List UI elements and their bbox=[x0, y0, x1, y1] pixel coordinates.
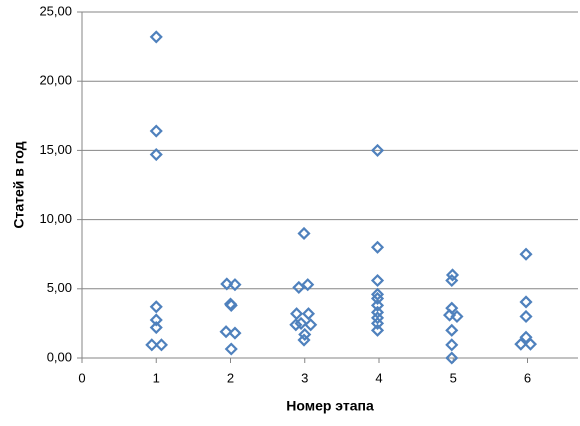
point bbox=[523, 337, 538, 351]
point bbox=[149, 124, 163, 138]
point bbox=[370, 298, 385, 312]
y-tick-label: 0,00 bbox=[47, 349, 72, 364]
y-tick-label: 15,00 bbox=[39, 142, 72, 157]
x-tick-label: 4 bbox=[375, 370, 382, 385]
point bbox=[219, 325, 233, 339]
point bbox=[370, 143, 385, 157]
point bbox=[370, 323, 385, 337]
point bbox=[228, 278, 242, 292]
point bbox=[442, 308, 457, 322]
point bbox=[149, 300, 163, 314]
x-tick-label: 1 bbox=[153, 370, 160, 385]
point bbox=[445, 323, 459, 337]
point bbox=[297, 333, 311, 347]
point bbox=[370, 316, 385, 330]
point bbox=[445, 268, 460, 282]
point bbox=[370, 273, 385, 288]
y-tick-label: 20,00 bbox=[39, 73, 72, 88]
point bbox=[519, 309, 533, 324]
point bbox=[519, 247, 533, 261]
point bbox=[220, 277, 234, 291]
point bbox=[154, 338, 169, 352]
point bbox=[519, 295, 533, 309]
point bbox=[290, 307, 304, 321]
point bbox=[370, 240, 385, 254]
point bbox=[297, 226, 311, 240]
x-tick-label: 3 bbox=[301, 370, 308, 385]
point bbox=[294, 316, 308, 330]
point bbox=[301, 307, 316, 321]
point bbox=[445, 351, 459, 365]
point bbox=[445, 273, 459, 288]
y-axis-label: Статей в год bbox=[11, 141, 27, 228]
point bbox=[292, 280, 306, 294]
point bbox=[304, 318, 318, 332]
point bbox=[514, 337, 528, 351]
point bbox=[301, 278, 315, 292]
point bbox=[145, 338, 159, 352]
x-tick-label: 0 bbox=[78, 370, 85, 385]
x-tick-label: 5 bbox=[450, 370, 457, 385]
x-tick-label: 2 bbox=[227, 370, 234, 385]
y-tick-label: 25,00 bbox=[39, 3, 72, 18]
x-tick-label: 6 bbox=[524, 370, 531, 385]
point bbox=[224, 342, 238, 356]
point bbox=[289, 318, 303, 332]
y-tick-label: 10,00 bbox=[39, 211, 72, 226]
point bbox=[445, 338, 459, 352]
y-tick-label: 5,00 bbox=[47, 280, 72, 295]
point bbox=[149, 30, 163, 44]
point bbox=[228, 326, 242, 340]
point bbox=[149, 313, 163, 327]
point bbox=[370, 311, 385, 325]
point bbox=[450, 309, 464, 324]
x-axis-label: Номер этапа bbox=[286, 398, 374, 414]
point bbox=[149, 147, 163, 162]
point bbox=[224, 298, 238, 312]
point bbox=[370, 291, 385, 306]
point bbox=[298, 327, 312, 342]
point bbox=[149, 320, 163, 335]
